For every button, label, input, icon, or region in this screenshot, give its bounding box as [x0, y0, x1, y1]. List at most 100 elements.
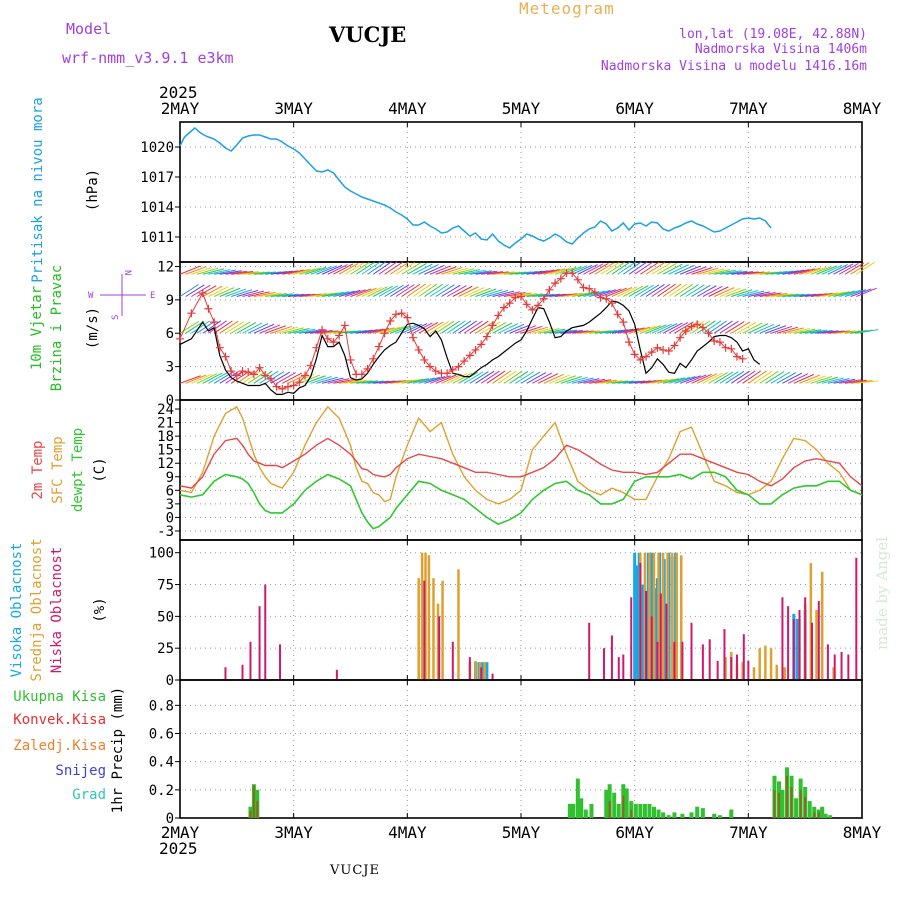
mid-cloud-bar: [648, 552, 651, 680]
dewpt-line: [179, 471, 863, 530]
low-cloud-bar: [602, 648, 605, 680]
wind-arrow: [662, 377, 685, 384]
wind-arrow: [753, 291, 776, 297]
low-cloud-bar: [249, 641, 252, 680]
wind-arrow: [537, 373, 559, 384]
wind-gust-marker: [505, 299, 514, 308]
low-cloud-bar: [617, 657, 620, 680]
low-cloud-bar: [241, 664, 244, 680]
wind-arrow: [270, 371, 291, 384]
wind-gust-marker: [687, 322, 696, 331]
wind-arrow: [685, 266, 707, 275]
wind-arrow: [708, 372, 728, 384]
wind-arrow: [276, 372, 297, 384]
wind-gust-marker: [636, 355, 645, 364]
wind-arrow: [605, 261, 625, 275]
wind-arrow: [543, 373, 565, 384]
wind-arrow: [350, 329, 373, 334]
wind-arrow: [532, 269, 555, 275]
wind-arrow: [657, 283, 676, 297]
wind-arrow: [463, 371, 484, 384]
mid-cloud-bar: [657, 552, 660, 680]
wind-arrow: [316, 330, 339, 334]
wind-arrow: [390, 379, 413, 384]
wind-gust-marker: [522, 300, 531, 309]
wind-gust-marker: [727, 344, 736, 353]
wind-arrow: [390, 284, 410, 297]
wind-arrow: [492, 370, 512, 384]
wind-gust-marker: [403, 313, 412, 322]
wind-arrow: [242, 271, 265, 275]
wind-arrow: [691, 266, 713, 275]
wind-arrow: [753, 370, 773, 384]
top-day-label: 5MAY: [502, 99, 541, 118]
wind-arrow: [299, 329, 322, 334]
wind-arrow: [412, 263, 433, 275]
wind-arrow: [640, 325, 662, 334]
wind-arrow: [372, 261, 392, 275]
wind-gust-marker: [409, 333, 418, 342]
wind-arrow: [657, 323, 678, 334]
wind-gust-marker: [215, 343, 224, 352]
low-cloud-bar: [438, 616, 441, 680]
total-precip-bar: [780, 789, 785, 818]
total-precip-bar: [612, 792, 617, 818]
wind-arrow: [219, 270, 242, 275]
wind-arrow: [276, 293, 299, 297]
wind-arrow: [407, 263, 427, 275]
low-cloud-bar: [335, 669, 338, 680]
top-day-labels: 2MAY 3MAY 4MAY 5MAY 6MAY 7MAY 8MAY: [161, 99, 882, 118]
wind-arrow: [498, 323, 519, 334]
wind-arrow: [185, 374, 207, 384]
wind-arrow: [765, 371, 785, 384]
wind-arrow: [384, 284, 404, 297]
wind-ytick-label: 9: [166, 293, 174, 309]
wind-arrow: [378, 326, 401, 334]
wind-arrow: [481, 271, 504, 275]
cloud-ytick-label: 75: [157, 578, 174, 594]
wind-arrow: [606, 287, 627, 297]
wind-arrow: [418, 321, 439, 334]
wind-arrow: [322, 330, 345, 334]
wind-arrow: [526, 372, 547, 384]
conv-precip-bar: [249, 810, 252, 818]
wind-arrow: [327, 378, 350, 384]
wind-gust-marker: [301, 371, 310, 380]
wind-arrow: [185, 284, 205, 297]
wind-gust-marker: [539, 294, 548, 303]
wind-arrow: [679, 284, 699, 297]
total-precip-bar: [700, 808, 705, 818]
wind-gust-marker: [187, 309, 196, 318]
wind-arrow: [645, 284, 665, 297]
wind-arrow: [213, 320, 233, 334]
total-precip-bar: [571, 803, 576, 818]
conv-precip-bar: [778, 792, 781, 818]
wind-gust-marker: [357, 370, 366, 379]
wind-arrow: [452, 372, 473, 384]
wind-arrow: [441, 320, 460, 334]
wind-arrow: [384, 261, 404, 275]
wind-gust-marker: [477, 340, 486, 349]
temperature-ytick-label: 9: [166, 470, 174, 486]
wind-arrow: [458, 269, 481, 275]
wind-ytick-label: 12: [157, 259, 174, 275]
mid-cloud-bar: [427, 555, 431, 680]
wind-panel-labels: 10m Vjetar Brzina i Pravac (m/s) W E N S: [29, 265, 155, 391]
dir-n: N: [122, 270, 132, 275]
wind-arrow: [645, 262, 665, 275]
top-day-label: 7MAY: [729, 99, 768, 118]
wind-arrow: [497, 370, 517, 384]
wind-arrow: [731, 370, 750, 384]
wind-gust-marker: [676, 333, 685, 342]
temperature-ytick-label: 6: [166, 483, 174, 499]
total-precip-bar: [624, 788, 629, 818]
wind-arrow: [628, 285, 649, 297]
wind-arrow: [611, 328, 634, 334]
total-precip-bar: [717, 815, 722, 818]
cloud-ytick-label: 50: [157, 609, 174, 625]
low-cloud-bar: [588, 622, 591, 680]
wind-arrow: [225, 288, 247, 297]
wind-arrow: [765, 325, 787, 334]
wind-arrow: [657, 263, 677, 275]
